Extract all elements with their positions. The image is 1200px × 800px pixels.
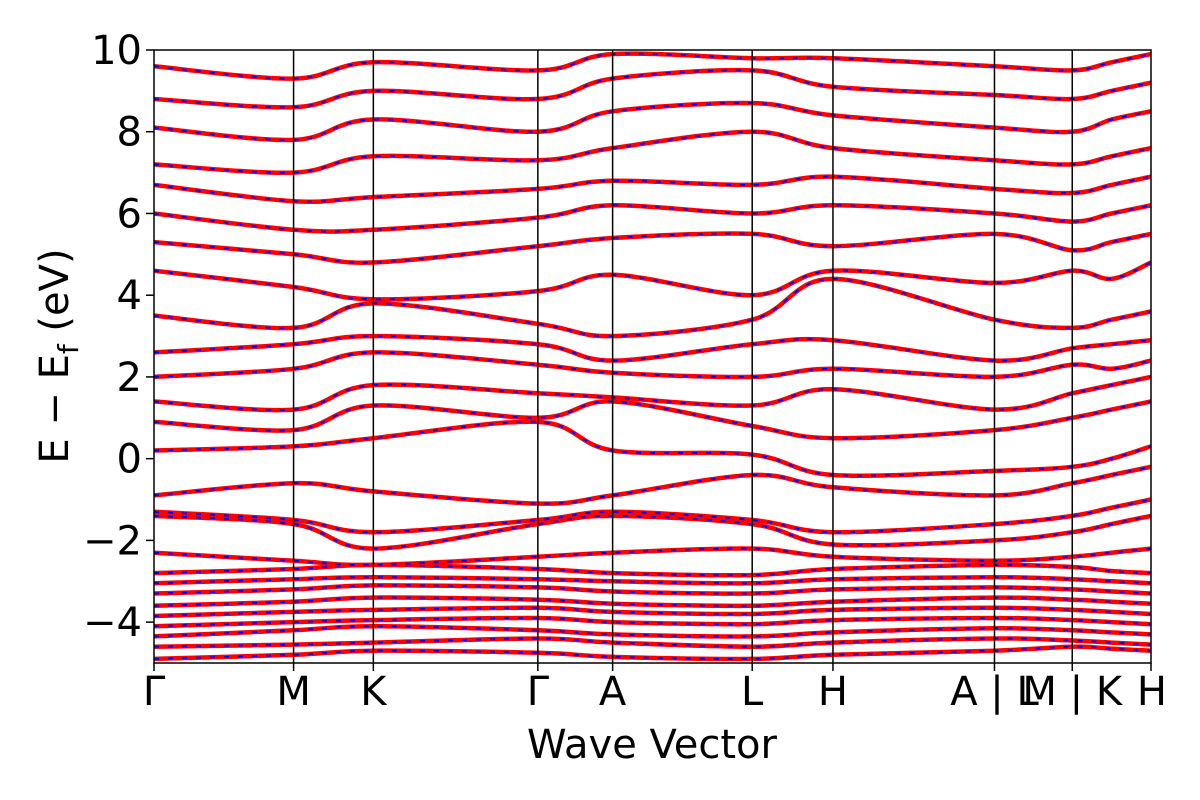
x-tick-label: H	[818, 669, 848, 715]
band-line-blue	[154, 175, 1151, 203]
band-line-blue	[154, 625, 1151, 638]
y-tick-label: −2	[83, 518, 142, 564]
band-line-blue	[154, 547, 1151, 567]
x-tick-label: L	[741, 669, 764, 715]
band-line-blue	[154, 584, 1151, 595]
y-tick-label: 0	[117, 437, 142, 483]
x-tick-label: A | L	[950, 669, 1039, 715]
x-axis: Γ M K Γ A L H A | LM | K H	[143, 663, 1167, 715]
band-line-red	[154, 562, 1151, 578]
band-line-blue	[154, 616, 1151, 628]
y-axis-title-subscript: f	[52, 343, 85, 354]
band-line-blue	[154, 645, 1151, 660]
band-line-red	[154, 333, 1151, 363]
band-line-blue	[154, 52, 1151, 80]
y-axis-title: E − Ef (eV)	[32, 248, 85, 463]
band-line-red	[154, 546, 1151, 568]
band-line-red	[154, 605, 1151, 619]
y-tick-label: 4	[117, 273, 142, 319]
band-line-blue	[154, 204, 1151, 233]
x-tick-label: Γ	[143, 669, 166, 715]
band-line-blue	[154, 400, 1151, 440]
band-line-blue	[154, 596, 1151, 607]
x-tick-label: A	[599, 669, 627, 715]
y-tick-label: 8	[117, 110, 142, 156]
band-line-red	[154, 595, 1151, 609]
y-tick-label: 10	[91, 28, 142, 74]
x-tick-label: M | K	[1022, 669, 1123, 715]
band-line-blue	[154, 606, 1151, 617]
band-line-red	[154, 636, 1151, 649]
band-line-red	[154, 174, 1151, 204]
band-line-red	[154, 260, 1151, 302]
band-line-blue	[154, 261, 1151, 301]
band-line-red	[154, 583, 1151, 596]
band-line-red	[154, 623, 1151, 639]
band-line-red	[154, 231, 1151, 265]
y-tick-label: 2	[117, 355, 142, 401]
band-line-red	[154, 615, 1151, 629]
y-axis-title-group: E − Ef (eV)	[32, 248, 85, 463]
plot-frame	[153, 49, 1152, 664]
band-line-red	[154, 644, 1151, 662]
x-tick-label: Γ	[527, 669, 550, 715]
y-axis: −4 −2 0 2 4 6 8 10	[83, 28, 154, 646]
x-tick-label: M	[276, 669, 311, 715]
x-axis-title: Wave Vector	[527, 722, 778, 768]
band-line-blue	[154, 576, 1151, 585]
bands-layer	[154, 51, 1151, 662]
y-tick-label: −4	[83, 600, 142, 646]
x-tick-label: K	[360, 669, 388, 715]
band-line-blue	[154, 514, 1151, 550]
y-axis-title-unit: (eV)	[32, 248, 78, 344]
x-tick-label: H	[1137, 669, 1167, 715]
band-line-blue	[154, 498, 1151, 534]
band-line-blue	[154, 420, 1151, 477]
y-axis-title-main: E − E	[32, 354, 78, 464]
band-line-blue	[154, 351, 1151, 379]
band-line-blue	[154, 375, 1151, 412]
high-symmetry-lines	[292, 50, 1073, 663]
band-line-blue	[154, 637, 1151, 648]
band-line-blue	[154, 277, 1151, 338]
y-tick-label: 6	[117, 191, 142, 237]
band-line-red	[154, 203, 1151, 234]
band-line-red	[154, 574, 1151, 586]
